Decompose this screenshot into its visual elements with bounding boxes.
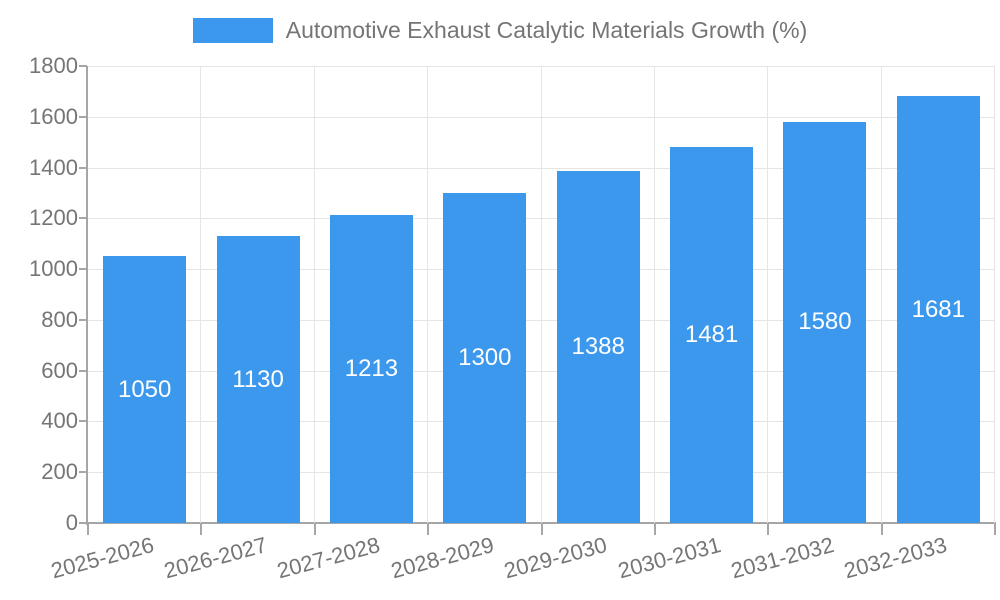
bar[interactable]: 1213 [329,215,413,523]
legend-item[interactable]: Automotive Exhaust Catalytic Materials G… [192,17,808,44]
x-axis-tick [87,524,89,535]
gridline-horizontal [88,116,995,118]
x-axis-line [80,522,996,524]
y-axis-label: 200 [41,459,78,485]
y-axis-label: 1600 [29,103,78,129]
bar[interactable]: 1300 [443,192,527,523]
y-axis-label: 1800 [29,53,78,78]
x-axis-tick [200,524,203,535]
gridline-horizontal [88,319,995,321]
x-axis-tick [540,524,543,535]
legend: Automotive Exhaust Catalytic Materials G… [0,17,1000,44]
x-axis-tick [653,524,656,535]
gridline-horizontal [88,167,995,169]
bar-value-label: 1050 [117,375,172,403]
y-axis-tick [79,217,87,220]
y-axis-tick [79,522,87,524]
y-axis-tick [79,65,87,67]
y-axis-label: 400 [41,408,78,434]
gridline-vertical [200,66,202,523]
bar[interactable]: 1481 [670,146,754,523]
y-axis-tick [79,166,87,169]
y-axis-label: 1200 [29,205,78,231]
bar[interactable]: 1580 [783,121,867,523]
bar[interactable]: 1681 [896,96,980,523]
x-axis-tick [427,524,430,535]
x-axis-tick [880,524,883,535]
bar[interactable]: 1050 [103,256,187,523]
gridline-horizontal [88,472,995,474]
bar-value-label: 1580 [798,308,852,336]
gridline-vertical [540,66,542,523]
x-axis-tick [994,524,996,535]
bar[interactable]: 1130 [216,236,300,523]
gridline-vertical [313,66,315,523]
y-axis-tick [79,420,87,423]
y-axis-line [86,66,88,525]
bar-value-label: 1388 [571,332,625,360]
y-axis-label: 600 [41,357,78,383]
y-axis-tick [79,471,87,474]
y-axis-tick [79,115,87,118]
y-axis-tick [79,268,87,271]
bar-value-label: 1681 [911,295,965,323]
gridline-horizontal [88,269,995,271]
gridline-horizontal [88,218,995,220]
y-axis-label: 800 [41,306,78,332]
y-axis-label: 1000 [29,256,78,282]
bar-value-label: 1481 [684,320,739,348]
bar-value-label: 1213 [344,355,399,382]
gridline-horizontal [88,421,995,423]
gridline-vertical [427,66,429,523]
gridline-vertical [994,66,995,523]
legend-label: Automotive Exhaust Catalytic Materials G… [285,17,808,43]
y-axis-tick [79,318,87,321]
legend-swatch-icon [192,18,273,43]
x-axis-tick [767,524,770,535]
gridline-vertical [767,66,769,523]
gridline-vertical [653,66,655,523]
y-axis-label: 1400 [29,154,78,180]
bar[interactable]: 1388 [556,170,640,523]
x-axis-tick [313,524,316,535]
bar-value-label: 1130 [232,365,284,393]
gridline-horizontal [88,66,995,67]
y-axis-tick [79,369,87,372]
gridline-horizontal [88,370,995,372]
gridline-vertical [880,66,882,523]
bar-value-label: 1300 [458,343,512,371]
y-axis-label: 0 [65,510,78,535]
